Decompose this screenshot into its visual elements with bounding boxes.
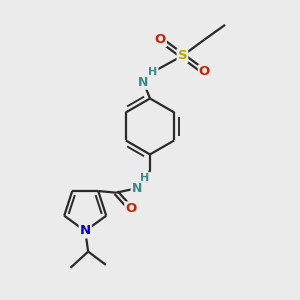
Text: N: N bbox=[138, 76, 149, 89]
Text: O: O bbox=[155, 33, 166, 46]
Text: N: N bbox=[132, 182, 142, 195]
Text: S: S bbox=[178, 49, 187, 62]
Text: N: N bbox=[80, 224, 91, 238]
Text: O: O bbox=[125, 202, 136, 215]
Text: O: O bbox=[199, 65, 210, 79]
Text: H: H bbox=[140, 173, 150, 183]
Text: H: H bbox=[148, 67, 158, 77]
